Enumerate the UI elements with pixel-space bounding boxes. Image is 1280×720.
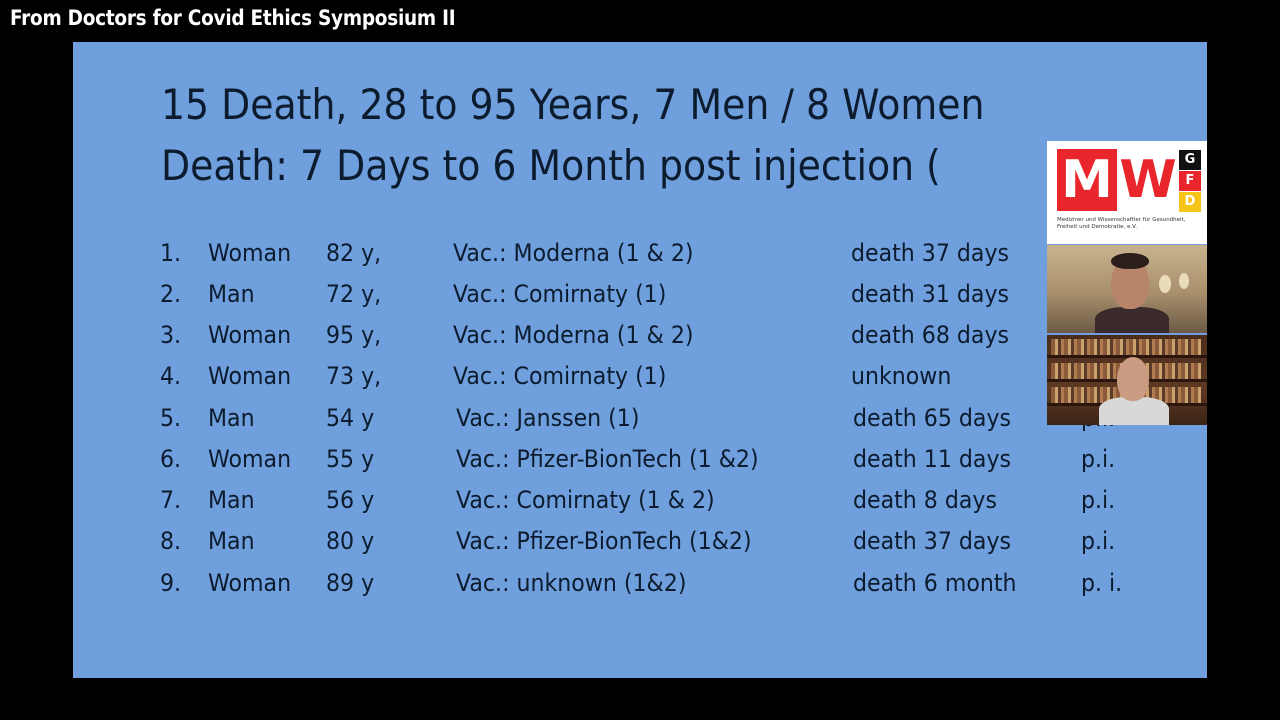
case-post-injection: p.i. (1081, 527, 1116, 555)
case-death: death 6 month (853, 569, 1017, 597)
logo-flag-f: F (1179, 171, 1201, 191)
case-sex: Woman (208, 445, 292, 473)
case-age: 80 y (326, 527, 375, 555)
case-sex: Man (208, 527, 255, 555)
case-vaccine: Vac.: Comirnaty (1 & 2) (456, 486, 715, 514)
case-row: 6. Woman 55 y Vac.: Pfizer-BionTech (1 &2) d… (73, 445, 1207, 481)
case-sex: Woman (208, 321, 292, 349)
case-sex: Woman (208, 569, 292, 597)
logo-letter-w: W (1119, 150, 1177, 210)
case-death: death 31 days (851, 280, 1010, 308)
case-death: death 37 days (851, 239, 1010, 267)
case-row: 1. Woman 82 y, Vac.: Moderna (1 & 2) death 3… (73, 239, 1207, 275)
case-sex: Man (208, 404, 255, 432)
case-number: 1. (160, 239, 182, 267)
case-number: 8. (160, 527, 182, 555)
case-row: 2. Man 72 y, Vac.: Comirnaty (1) death 31 da… (73, 280, 1207, 316)
case-death: death 8 days (853, 486, 997, 514)
presentation-slide: 15 Death, 28 to 95 Years, 7 Men / 8 Wome… (73, 42, 1207, 678)
case-row: 7. Man 56 y Vac.: Comirnaty (1 & 2) death 8 … (73, 486, 1207, 522)
case-row: 3. Woman 95 y, Vac.: Moderna (1 & 2) death 6… (73, 321, 1207, 357)
webcam-feed-speaker-1 (1047, 245, 1207, 333)
case-death: unknown (851, 362, 952, 390)
case-number: 7. (160, 486, 182, 514)
case-row: 8. Man 80 y Vac.: Pfizer-BionTech (1&2) deat… (73, 527, 1207, 563)
case-vaccine: Vac.: Janssen (1) (456, 404, 640, 432)
case-age: 73 y, (326, 362, 382, 390)
mwgfd-logo: M W G F D Mediziner und Wissenschaftler … (1047, 141, 1207, 244)
case-post-injection: p.i. (1081, 445, 1116, 473)
case-sex: Man (208, 280, 255, 308)
case-age: 54 y (326, 404, 375, 432)
case-number: 9. (160, 569, 182, 597)
case-death: death 68 days (851, 321, 1010, 349)
video-title: From Doctors for Covid Ethics Symposium … (10, 6, 456, 30)
case-number: 4. (160, 362, 182, 390)
logo-flag-g: G (1179, 150, 1201, 170)
logo-subtitle: Mediziner und Wissenschaftler für Gesund… (1057, 217, 1186, 230)
case-vaccine: Vac.: Moderna (1 & 2) (453, 239, 694, 267)
slide-headline-2: Death: 7 Days to 6 Month post injection … (161, 141, 941, 190)
case-post-injection: p.i. (1081, 486, 1116, 514)
case-number: 6. (160, 445, 182, 473)
case-vaccine: Vac.: Pfizer-BionTech (1 &2) (456, 445, 759, 473)
webcam-feed-speaker-2 (1047, 335, 1207, 425)
case-age: 82 y, (326, 239, 382, 267)
case-death: death 11 days (853, 445, 1012, 473)
case-death: death 37 days (853, 527, 1012, 555)
case-age: 56 y (326, 486, 375, 514)
case-vaccine: Vac.: unknown (1&2) (456, 569, 687, 597)
case-vaccine: Vac.: Pfizer-BionTech (1&2) (456, 527, 752, 555)
case-age: 72 y, (326, 280, 382, 308)
case-sex: Woman (208, 239, 292, 267)
case-vaccine: Vac.: Comirnaty (1) (453, 280, 667, 308)
case-sex: Man (208, 486, 255, 514)
video-overlay: M W G F D Mediziner und Wissenschaftler … (1047, 141, 1207, 425)
case-number: 3. (160, 321, 182, 349)
slide-headline-1: 15 Death, 28 to 95 Years, 7 Men / 8 Wome… (161, 80, 985, 129)
case-age: 89 y (326, 569, 375, 597)
case-row: 9. Woman 89 y Vac.: unknown (1&2) death 6 mo… (73, 569, 1207, 605)
logo-letter-m: M (1057, 149, 1117, 211)
case-age: 55 y (326, 445, 375, 473)
logo-flag-d: D (1179, 192, 1201, 212)
case-death: death 65 days (853, 404, 1012, 432)
case-row: 4. Woman 73 y, Vac.: Comirnaty (1) unknown (73, 362, 1207, 398)
case-number: 2. (160, 280, 182, 308)
case-sex: Woman (208, 362, 292, 390)
case-number: 5. (160, 404, 182, 432)
case-vaccine: Vac.: Comirnaty (1) (453, 362, 667, 390)
case-age: 95 y, (326, 321, 382, 349)
case-vaccine: Vac.: Moderna (1 & 2) (453, 321, 694, 349)
case-post-injection: p. i. (1081, 569, 1123, 597)
